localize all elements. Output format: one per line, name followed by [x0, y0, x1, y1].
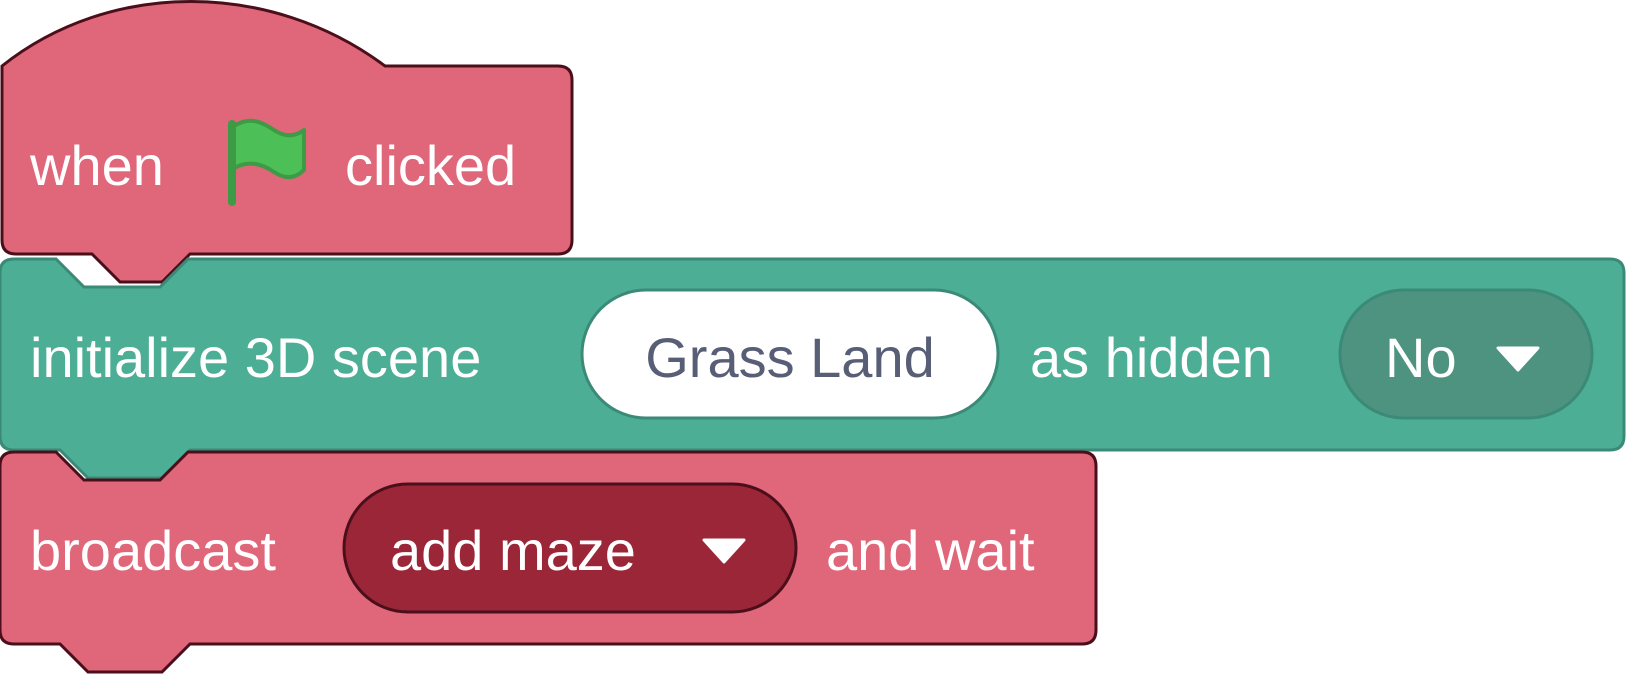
when-flag-clicked-hat-block[interactable]: when clicked: [0, 0, 574, 284]
broadcast-message-dropdown[interactable]: add maze: [342, 482, 798, 614]
and-wait-label: and wait: [826, 519, 1035, 582]
when-label: when: [29, 134, 164, 197]
scene-name-input[interactable]: Grass Land: [580, 288, 1000, 420]
initialize-3d-scene-label: initialize 3D scene: [30, 326, 481, 389]
broadcast-message-value: add maze: [390, 519, 636, 582]
initialize-3d-scene-block[interactable]: initialize 3D scene Grass Land as hidden…: [0, 257, 1626, 480]
caret-down-icon: [702, 538, 746, 564]
green-flag-icon[interactable]: [228, 118, 306, 206]
broadcast-label: broadcast: [30, 519, 276, 582]
broadcast-and-wait-block[interactable]: broadcast add maze and wait: [0, 450, 1098, 674]
hidden-dropdown-value: No: [1385, 326, 1457, 389]
caret-down-icon: [1496, 346, 1540, 372]
hidden-dropdown[interactable]: No: [1338, 288, 1594, 420]
clicked-label: clicked: [345, 134, 516, 197]
scene-name-value: Grass Land: [645, 326, 935, 389]
as-hidden-label: as hidden: [1030, 326, 1273, 389]
